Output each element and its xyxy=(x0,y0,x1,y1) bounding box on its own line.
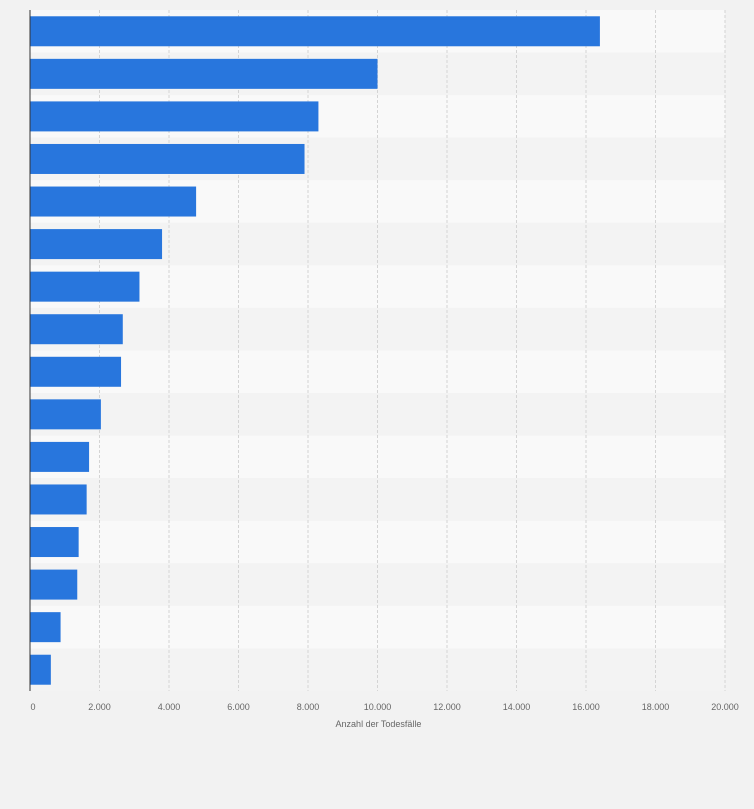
bar[interactable] xyxy=(30,229,163,260)
bar[interactable] xyxy=(30,569,78,600)
row-band xyxy=(30,563,725,606)
grid-lines xyxy=(99,10,726,691)
bar[interactable] xyxy=(30,399,101,430)
x-tick-label: 16.000 xyxy=(572,702,600,712)
bar[interactable] xyxy=(30,186,197,217)
x-tick-label: 10.000 xyxy=(364,702,392,712)
row-band xyxy=(30,307,725,351)
x-tick-label: 14.000 xyxy=(503,702,531,712)
bar-series xyxy=(30,16,600,685)
row-band xyxy=(30,648,725,691)
x-tick-label: 2.000 xyxy=(88,702,111,712)
x-tick-label: 18.000 xyxy=(642,702,670,712)
x-tick-label: 6.000 xyxy=(227,702,250,712)
x-axis-ticks: 0 2.000 4.000 6.000 8.000 10.000 12.000 14.000 1… xyxy=(30,702,738,712)
bar[interactable] xyxy=(30,484,87,515)
bar[interactable] xyxy=(30,612,61,643)
row-band xyxy=(30,478,725,521)
bar[interactable] xyxy=(30,16,600,47)
bar[interactable] xyxy=(30,314,123,345)
row-band xyxy=(30,393,725,436)
x-tick-label: 20.000 xyxy=(711,702,739,712)
bar[interactable] xyxy=(30,143,305,174)
x-tick-label: 0 xyxy=(30,702,35,712)
bar[interactable] xyxy=(30,101,319,132)
bar[interactable] xyxy=(30,527,79,558)
x-tick-label: 4.000 xyxy=(158,702,181,712)
bar[interactable] xyxy=(30,654,51,685)
x-tick-label: 8.000 xyxy=(297,702,320,712)
x-tick-label: 12.000 xyxy=(433,702,461,712)
bar[interactable] xyxy=(30,356,122,387)
bar[interactable] xyxy=(30,58,378,89)
bar[interactable] xyxy=(30,271,140,302)
bar[interactable] xyxy=(30,441,90,472)
x-axis-title: Anzahl der Todesfälle xyxy=(336,719,422,729)
